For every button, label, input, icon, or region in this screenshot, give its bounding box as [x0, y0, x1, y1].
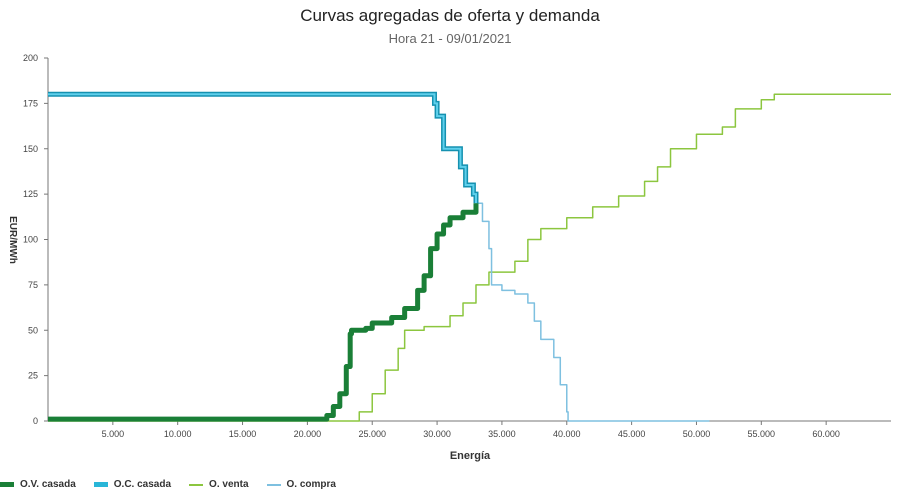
svg-text:75: 75	[28, 280, 38, 290]
chart-plot: EUR/MWh Energía 0 25 50 75 100 125 150 175 200 5.…	[7, 53, 891, 462]
svg-text:150: 150	[23, 144, 38, 154]
svg-text:20.000: 20.000	[294, 429, 322, 439]
svg-text:5.000: 5.000	[102, 429, 125, 439]
legend-swatch-icon	[189, 483, 204, 486]
svg-text:40.000: 40.000	[553, 429, 581, 439]
legend-swatch-icon	[266, 483, 281, 486]
svg-text:100: 100	[23, 235, 38, 245]
legend-swatch-icon	[0, 482, 14, 487]
svg-text:125: 125	[23, 189, 38, 199]
legend-item-oc-casada[interactable]: O.C. casada	[93, 479, 171, 490]
chart-subtitle: Hora 21 - 09/01/2021	[388, 31, 512, 46]
axes: 0 25 50 75 100 125 150 175 200 5.000 10.000 15.000 2…	[23, 53, 891, 439]
svg-text:0: 0	[33, 416, 38, 426]
svg-text:200: 200	[23, 53, 38, 63]
chart-title: Curvas agregadas de oferta y demanda	[300, 6, 600, 25]
svg-text:45.000: 45.000	[618, 429, 646, 439]
svg-text:35.000: 35.000	[488, 429, 516, 439]
svg-text:175: 175	[23, 98, 38, 108]
svg-text:50.000: 50.000	[683, 429, 711, 439]
legend: O.V. casada O.C. casada O. venta O. comp…	[0, 479, 336, 490]
svg-text:55.000: 55.000	[748, 429, 776, 439]
legend-item-o-compra[interactable]: O. compra	[266, 479, 336, 490]
svg-text:25: 25	[28, 371, 38, 381]
series-lines	[48, 91, 891, 422]
y-axis-label: EUR/MWh	[7, 216, 18, 264]
legend-item-o-venta[interactable]: O. venta	[189, 479, 249, 490]
legend-swatch-icon	[93, 482, 108, 487]
svg-text:50: 50	[28, 325, 38, 335]
legend-item-ov-casada[interactable]: O.V. casada	[0, 479, 76, 490]
svg-text:25.000: 25.000	[358, 429, 386, 439]
svg-text:60.000: 60.000	[812, 429, 840, 439]
svg-text:15.000: 15.000	[229, 429, 257, 439]
svg-text:30.000: 30.000	[423, 429, 451, 439]
x-axis-label: Energía	[450, 450, 491, 462]
svg-text:10.000: 10.000	[164, 429, 192, 439]
